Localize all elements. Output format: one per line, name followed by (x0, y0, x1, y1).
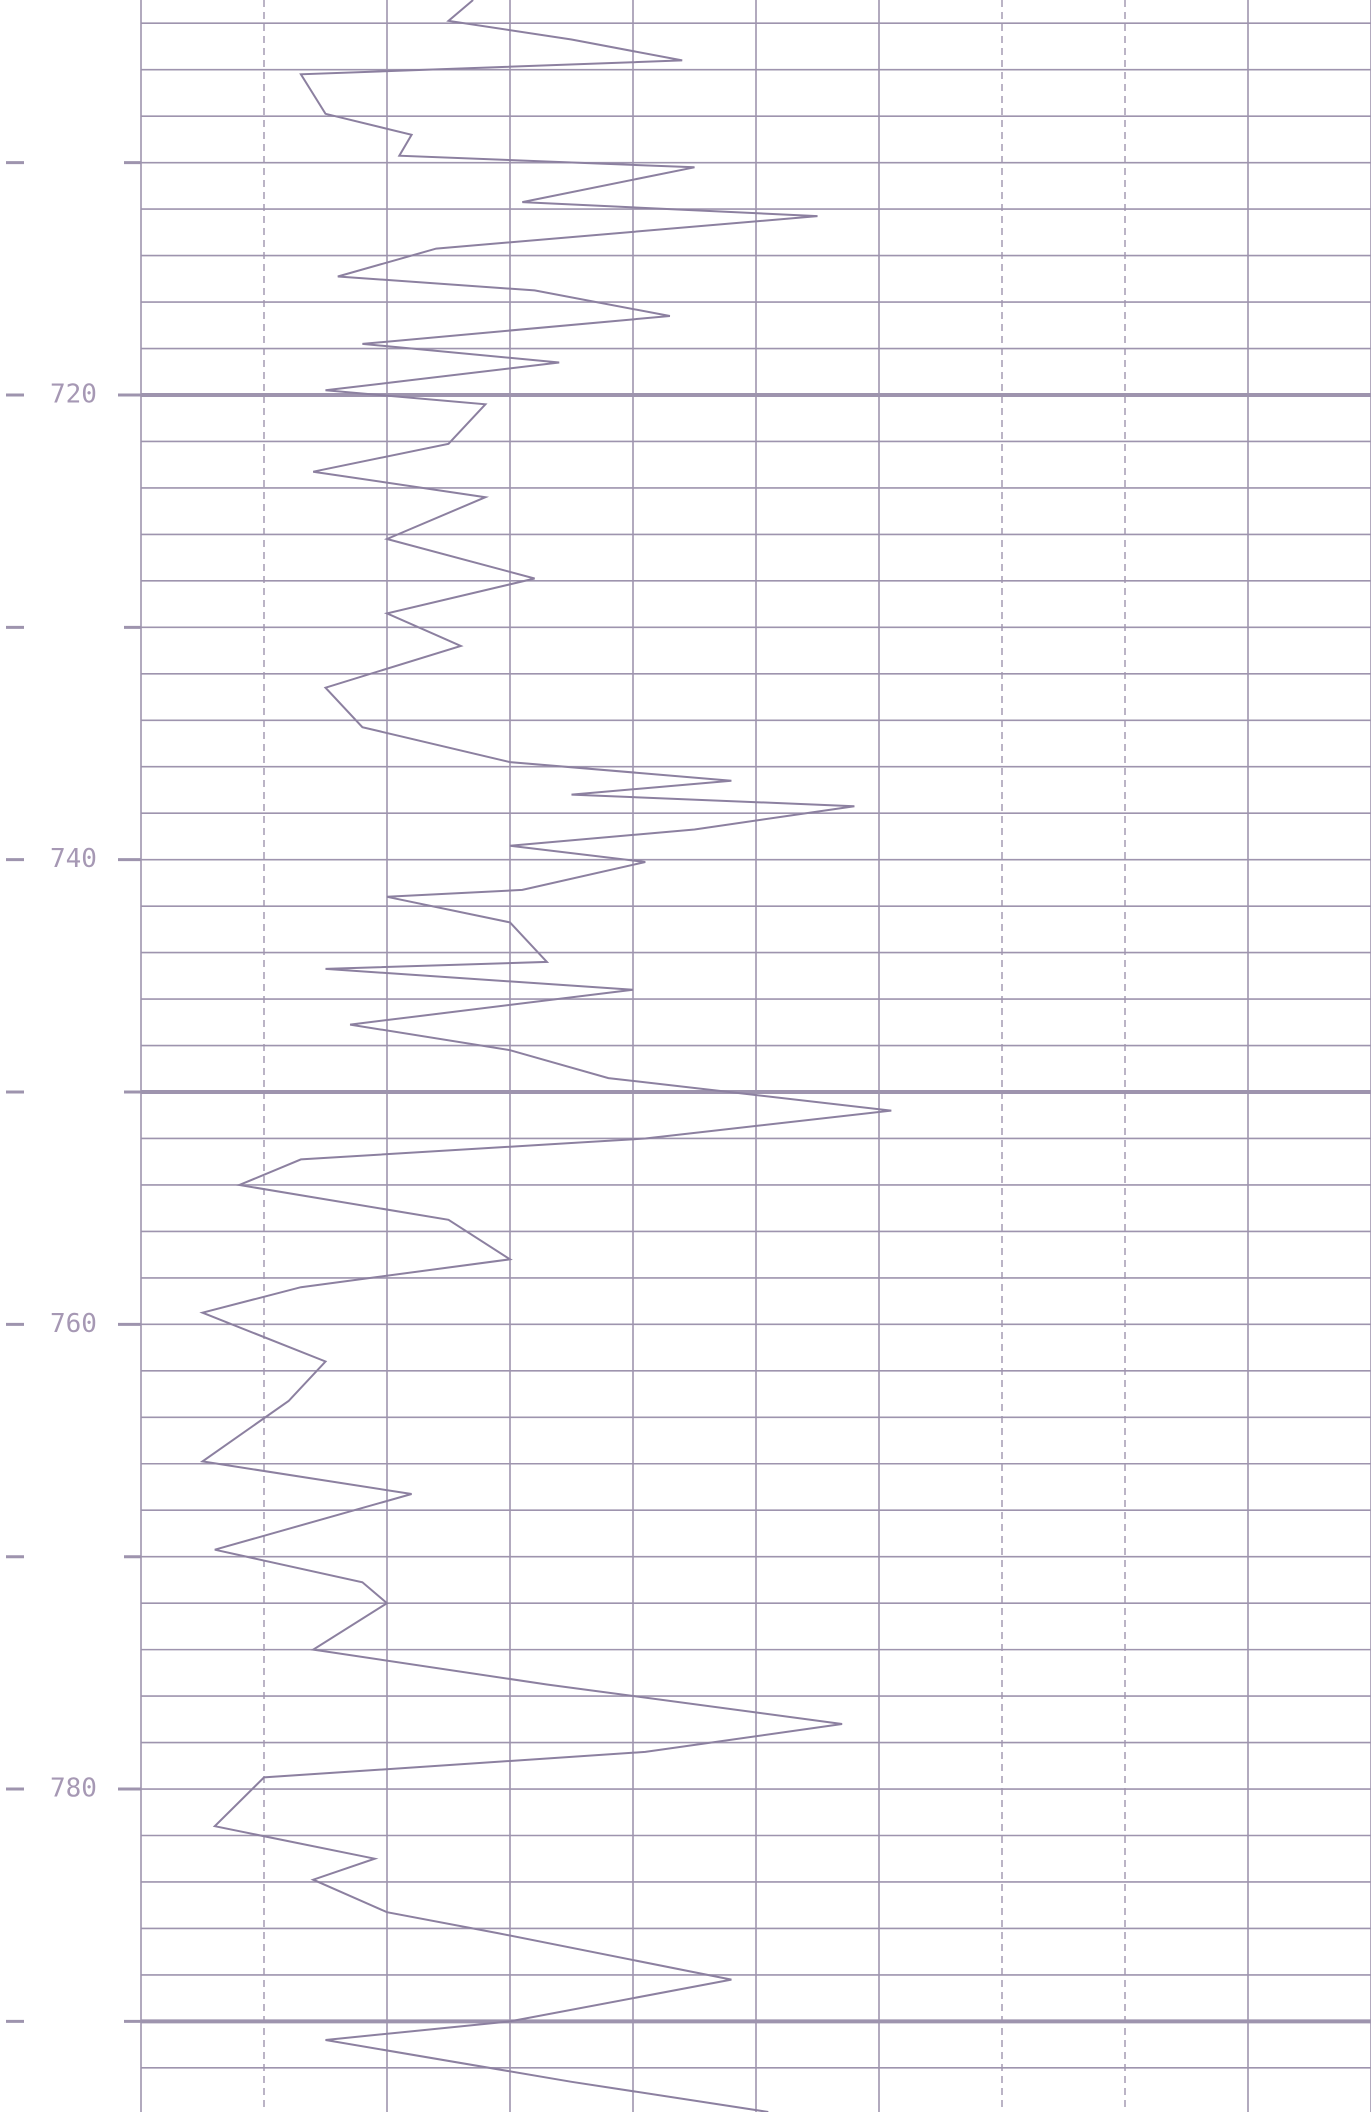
log-curve (199, 0, 892, 2112)
y-tick-label: 780 (50, 1774, 97, 1804)
y-tick-label: 720 (50, 379, 97, 409)
y-tick-label: 740 (50, 844, 97, 874)
y-tick-label: 760 (50, 1309, 97, 1339)
